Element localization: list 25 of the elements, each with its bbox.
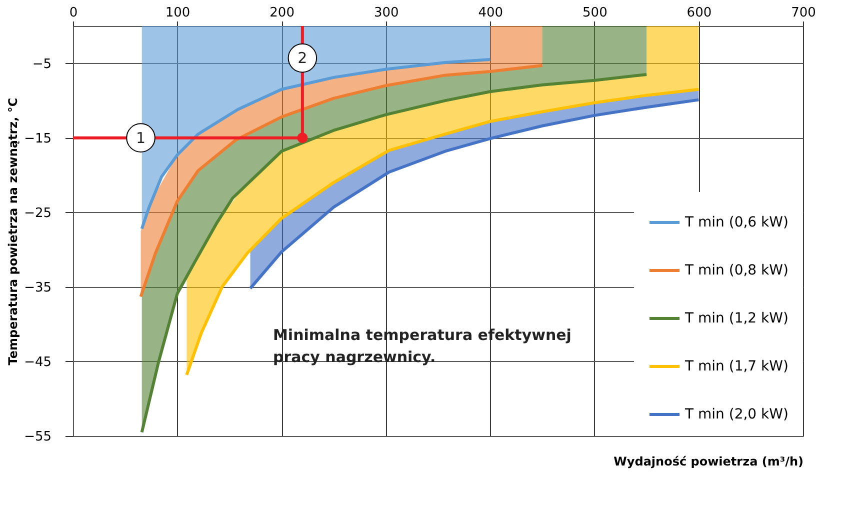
- legend-label: T min (0,6 kW): [684, 214, 788, 230]
- y-tick-label: −55: [24, 430, 52, 444]
- annotation: 2: [298, 49, 308, 68]
- line-series: [185, 88, 700, 376]
- x-tick-label: 100: [165, 6, 190, 20]
- y-tick-label: −15: [24, 131, 52, 146]
- y-tick-label: −5: [32, 56, 52, 72]
- x-tick-label: 0: [69, 6, 78, 20]
- line-series: [139, 64, 544, 298]
- x-tick-label: 400: [478, 6, 504, 20]
- legend-label: T min (1,7 kW): [684, 358, 788, 374]
- x-tick-label: 500: [582, 6, 608, 20]
- legend-label: T min (2,0 kW): [684, 406, 788, 422]
- x-tick-label: 600: [686, 6, 712, 20]
- legend-label: T min (0,8 kW): [684, 262, 788, 278]
- y-axis-title: Temperatura powietrza na zewnątrz, °C: [6, 98, 20, 366]
- y-tick-label: −35: [24, 280, 52, 296]
- x-tick-label: 300: [374, 6, 399, 20]
- x-tick-label: 200: [270, 6, 294, 20]
- x-tick-label: 700: [791, 6, 816, 20]
- legend-label: T min (1,2 kW): [684, 310, 788, 326]
- y-tick-label: −45: [24, 354, 52, 370]
- y-tick-label: −25: [24, 206, 52, 221]
- x-axis-title: Wydajność powietrza (m³/h): [614, 454, 804, 468]
- annotation: 1: [136, 128, 146, 147]
